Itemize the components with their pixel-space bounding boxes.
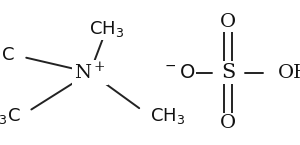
Text: O: O — [220, 13, 236, 31]
Text: $\mathregular{H_3C}$: $\mathregular{H_3C}$ — [0, 45, 15, 65]
Text: OH: OH — [278, 64, 300, 81]
Text: S: S — [221, 63, 235, 82]
Text: O: O — [220, 114, 236, 132]
Text: $\mathregular{CH_3}$: $\mathregular{CH_3}$ — [89, 19, 124, 39]
Text: $\mathregular{N^+}$: $\mathregular{N^+}$ — [74, 62, 106, 83]
Text: $\mathregular{^-O}$: $\mathregular{^-O}$ — [162, 63, 195, 82]
Text: $\mathregular{H_3C}$: $\mathregular{H_3C}$ — [0, 106, 21, 126]
Text: $\mathregular{CH_3}$: $\mathregular{CH_3}$ — [150, 106, 185, 126]
